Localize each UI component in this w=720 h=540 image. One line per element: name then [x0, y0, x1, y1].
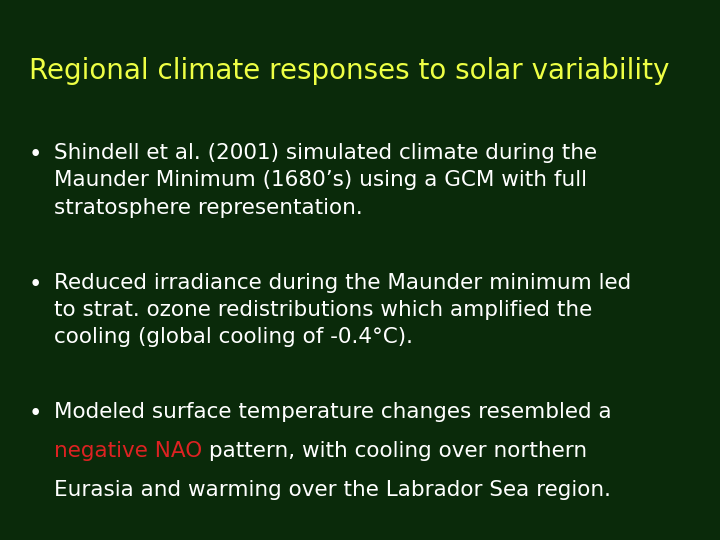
- Text: Reduced irradiance during the Maunder minimum led
to strat. ozone redistribution: Reduced irradiance during the Maunder mi…: [54, 273, 631, 347]
- Text: •: •: [29, 143, 42, 166]
- Text: Eurasia and warming over the Labrador Sea region.: Eurasia and warming over the Labrador Se…: [54, 480, 611, 500]
- Text: •: •: [29, 402, 42, 426]
- Text: negative NAO: negative NAO: [54, 441, 202, 461]
- Text: pattern, with cooling over northern: pattern, with cooling over northern: [202, 441, 588, 461]
- Text: Shindell et al. (2001) simulated climate during the
Maunder Minimum (1680’s) usi: Shindell et al. (2001) simulated climate…: [54, 143, 597, 218]
- Text: Modeled surface temperature changes resembled a: Modeled surface temperature changes rese…: [54, 402, 611, 422]
- Text: •: •: [29, 273, 42, 296]
- Text: Regional climate responses to solar variability: Regional climate responses to solar vari…: [29, 57, 669, 85]
